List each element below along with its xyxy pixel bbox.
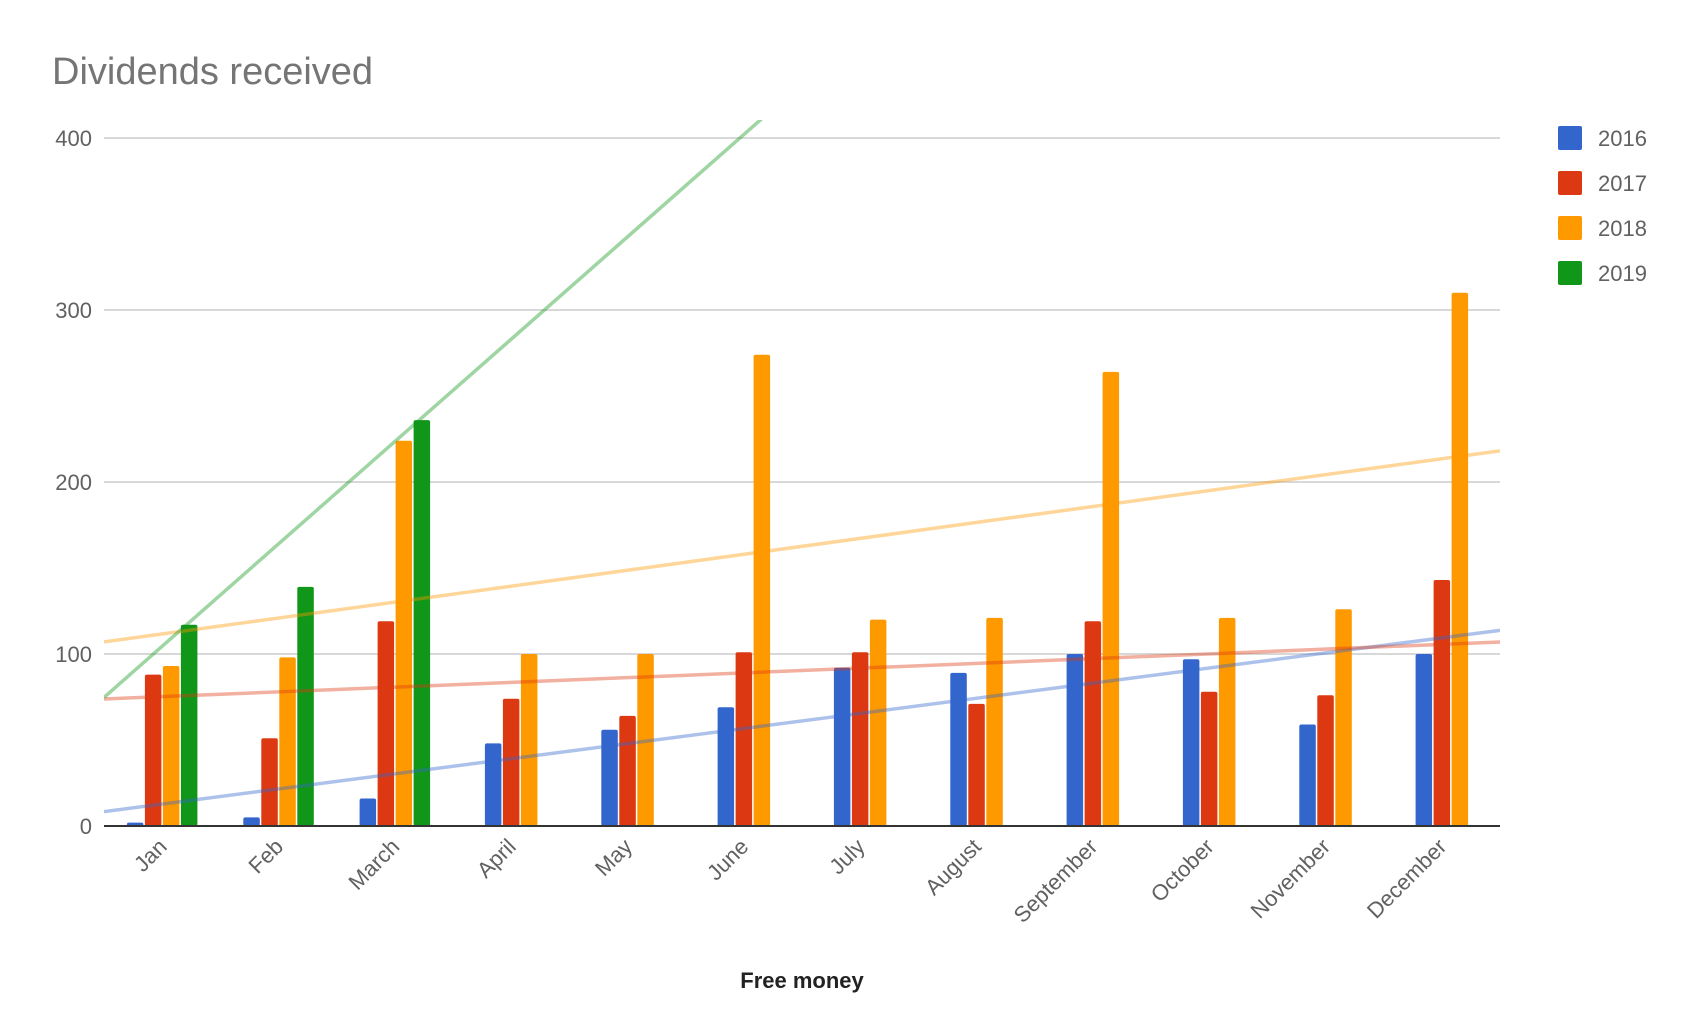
bar-2018-April <box>520 654 538 826</box>
bar-2018-September <box>1102 371 1120 826</box>
bar-2017-June <box>735 652 753 826</box>
bar-2018-Feb <box>279 657 296 826</box>
x-tick-label: December <box>1362 834 1451 923</box>
bar-2017-November <box>1317 695 1334 826</box>
bar-2018-August <box>986 617 1003 826</box>
bar-2018-July <box>869 619 887 826</box>
x-tick-label: June <box>702 834 753 885</box>
bar-2017-August <box>968 703 985 826</box>
legend-label-2016: 2016 <box>1598 126 1647 151</box>
legend-swatch-2017 <box>1558 171 1582 195</box>
trendlines <box>104 120 1500 814</box>
bar-2017-September <box>1084 621 1102 826</box>
legend-swatch-2018 <box>1558 216 1582 240</box>
y-tick-label: 400 <box>55 126 92 151</box>
x-tick-label: October <box>1146 834 1219 907</box>
trendline-2018 <box>104 449 1500 644</box>
legend-swatch-2019 <box>1558 261 1582 285</box>
bar-2018-November <box>1335 609 1352 826</box>
x-tick-label: April <box>472 834 521 883</box>
bar-2016-Feb <box>243 817 260 826</box>
y-axis-ticks: 0 100 200 300 400 <box>55 126 92 839</box>
bar-2018-March <box>395 440 413 826</box>
legend-label-2018: 2018 <box>1598 216 1647 241</box>
bar-2017-April <box>502 698 520 826</box>
bar-2018-October <box>1218 617 1236 826</box>
bars <box>126 292 1469 826</box>
bar-2017-Feb <box>261 738 278 826</box>
bar-2019-March <box>413 420 431 826</box>
gridlines <box>104 137 1500 655</box>
bar-2016-July <box>833 667 851 826</box>
bar-2016-November <box>1299 724 1316 826</box>
trendline-2017 <box>104 640 1500 701</box>
x-tick-label: Feb <box>244 834 288 878</box>
bar-2016-September <box>1066 654 1084 826</box>
y-tick-label: 100 <box>55 642 92 667</box>
bar-2017-December <box>1433 580 1451 826</box>
x-tick-label: July <box>824 834 869 879</box>
bar-2017-July <box>851 652 869 826</box>
bar-2019-Jan <box>180 624 198 826</box>
legend-label-2019: 2019 <box>1598 261 1647 286</box>
bar-2018-Jan <box>162 666 180 826</box>
bar-2016-May <box>601 729 618 826</box>
bar-2018-June <box>753 354 771 826</box>
x-tick-label: September <box>1009 834 1103 928</box>
x-axis-title: Free money <box>740 968 864 993</box>
y-tick-label: 0 <box>80 814 92 839</box>
trendline-2016 <box>104 628 1500 814</box>
bar-2017-May <box>619 715 636 826</box>
x-tick-label: Jan <box>129 834 172 877</box>
x-axis-ticks: Jan Feb March April May June July August Septemb… <box>129 834 1451 928</box>
bar-2016-April <box>484 743 502 826</box>
x-tick-label: May <box>590 834 637 881</box>
legend: 2016 2017 2018 2019 <box>1558 126 1647 286</box>
x-tick-label: November <box>1246 834 1335 923</box>
x-tick-label: August <box>920 834 986 900</box>
chart-title: Dividends received <box>52 51 373 93</box>
bar-2018-May <box>637 654 654 826</box>
y-tick-label: 300 <box>55 298 92 323</box>
legend-swatch-2016 <box>1558 126 1582 150</box>
bar-2016-March <box>359 798 377 826</box>
bar-2017-October <box>1200 691 1218 826</box>
bar-2017-Jan <box>144 674 162 826</box>
y-tick-label: 200 <box>55 470 92 495</box>
legend-label-2017: 2017 <box>1598 171 1647 196</box>
bar-2019-Feb <box>297 586 314 826</box>
bar-2018-December <box>1451 292 1469 826</box>
bar-2017-March <box>377 621 395 826</box>
bar-2016-December <box>1415 654 1433 826</box>
x-tick-label: March <box>343 834 404 895</box>
trendline-2019 <box>104 120 763 699</box>
bar-2016-October <box>1182 659 1200 826</box>
bar-2016-August <box>950 672 967 826</box>
bar-2016-June <box>717 707 735 826</box>
